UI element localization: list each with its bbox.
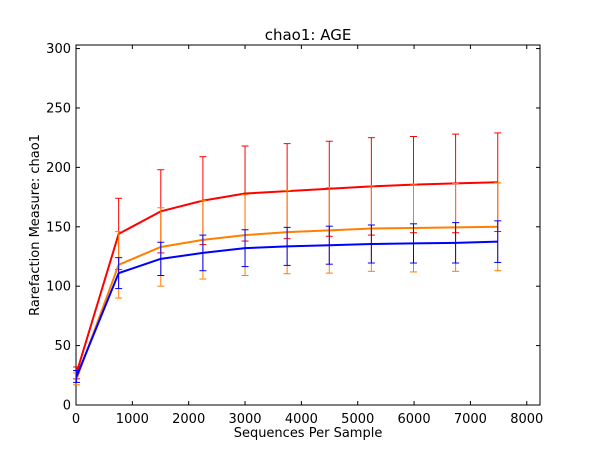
chart-title: chao1: AGE xyxy=(265,26,352,44)
x-tick-label: 4000 xyxy=(285,412,318,427)
error-bar xyxy=(494,220,502,263)
x-tick-label: 5000 xyxy=(341,412,374,427)
x-axis: 0 1000 2000 3000 4000 5000 6000 7000 8000 xyxy=(72,45,543,427)
x-tick-label: 3000 xyxy=(228,412,261,427)
x-tick-label: 1000 xyxy=(116,412,149,427)
series-line xyxy=(75,240,498,377)
y-axis-label: Rarefaction Measure: chao1 xyxy=(28,134,43,316)
x-tick-label: 8000 xyxy=(510,412,543,427)
y-tick-label: 0 xyxy=(63,399,71,414)
x-tick-label: 2000 xyxy=(172,412,205,427)
x-axis-label: Sequences Per Sample xyxy=(234,426,383,441)
x-tick-label: 7000 xyxy=(454,412,487,427)
series-layer xyxy=(73,132,502,386)
x-tick-label: 0 xyxy=(72,412,80,427)
plot-area xyxy=(75,44,541,406)
x-tick-label: 6000 xyxy=(398,412,431,427)
y-tick-label: 200 xyxy=(46,161,71,176)
y-axis: 0 50 100 150 200 250 300 xyxy=(46,42,540,414)
y-tick-label: 100 xyxy=(46,280,71,295)
y-tick-label: 150 xyxy=(46,220,71,235)
y-tick-label: 300 xyxy=(46,42,71,57)
series-2 xyxy=(73,220,502,383)
y-tick-label: 250 xyxy=(46,101,71,116)
y-tick-label: 50 xyxy=(54,339,71,354)
